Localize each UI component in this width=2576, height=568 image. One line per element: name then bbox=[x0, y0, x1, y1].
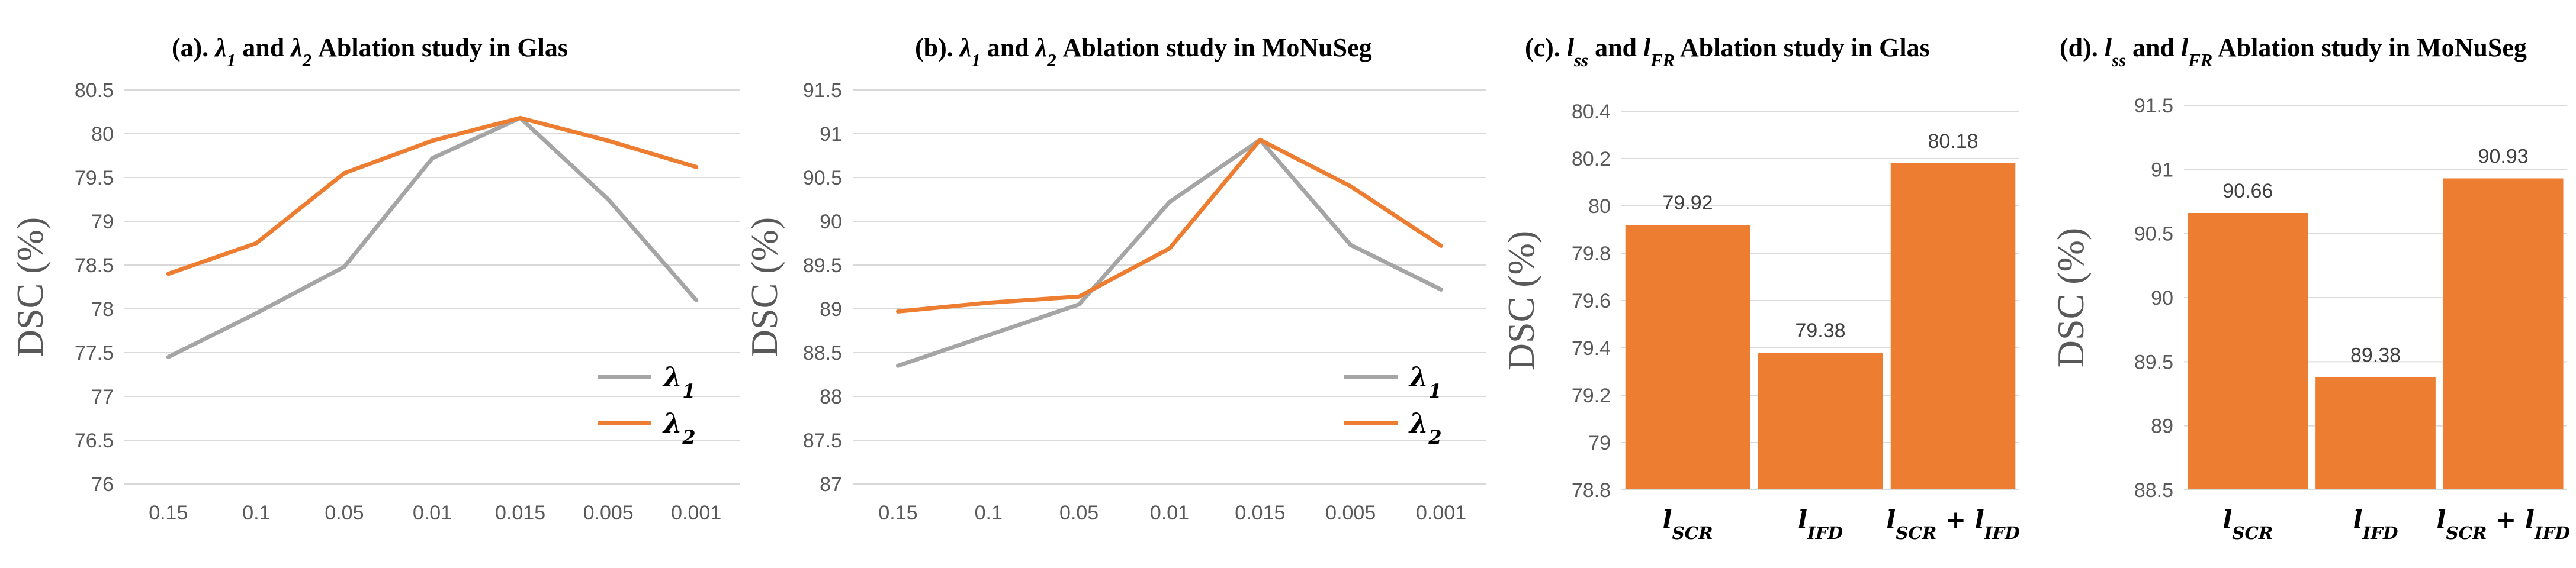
data-label: 90.66 bbox=[2222, 180, 2273, 202]
y-tick-label: 79.4 bbox=[1572, 337, 1611, 360]
x-tick-label: 0.01 bbox=[413, 502, 452, 524]
legend-entry: λ2 bbox=[1408, 407, 1442, 448]
data-label: 89.38 bbox=[2350, 344, 2401, 366]
data-label: 90.93 bbox=[2478, 146, 2529, 168]
bar bbox=[2188, 213, 2308, 490]
chart-title: (b). λ1 and λ2 Ablation study in MoNuSeg bbox=[915, 33, 1372, 70]
x-tick-label: 0.015 bbox=[495, 502, 545, 524]
y-tick-label: 80 bbox=[1588, 195, 1611, 218]
y-tick-label: 91 bbox=[2151, 159, 2173, 181]
x-tick-label: 0.005 bbox=[583, 502, 634, 524]
data-label: 80.18 bbox=[1928, 130, 1978, 153]
x-tick-label: 0.001 bbox=[1416, 502, 1466, 524]
y-tick-label: 89 bbox=[820, 298, 842, 321]
y-tick-label: 80.4 bbox=[1572, 101, 1611, 123]
x-category-label: lSCR + lIFD bbox=[2436, 505, 2570, 543]
series-line-lambda1 bbox=[166, 115, 699, 359]
chart-title: (d). lss and lFR Ablation study in MoNuS… bbox=[2060, 33, 2527, 70]
y-tick-label: 88 bbox=[820, 386, 842, 408]
chart-b: (b). λ1 and λ2 Ablation study in MoNuSeg… bbox=[743, 33, 1486, 524]
y-tick-label: 76.5 bbox=[75, 430, 114, 452]
y-tick-label: 79 bbox=[91, 211, 114, 233]
bar bbox=[1625, 225, 1750, 490]
y-tick-label: 77 bbox=[91, 386, 114, 408]
series-line-lambda2 bbox=[895, 137, 1444, 314]
y-axis-label: DSC (%) bbox=[743, 217, 785, 357]
y-tick-label: 77.5 bbox=[75, 342, 114, 364]
series-line-lambda2 bbox=[166, 115, 699, 276]
x-tick-label: 0.05 bbox=[325, 502, 364, 524]
bar bbox=[1890, 163, 2016, 490]
legend-entry: λ2 bbox=[662, 407, 696, 448]
chart-d: (d). lss and lFR Ablation study in MoNuS… bbox=[2050, 33, 2570, 543]
y-tick-label: 90 bbox=[2151, 287, 2173, 309]
y-axis-label: DSC (%) bbox=[1500, 231, 1542, 370]
y-tick-label: 80.5 bbox=[75, 79, 114, 102]
y-tick-label: 88.5 bbox=[803, 342, 842, 364]
y-tick-label: 76 bbox=[91, 473, 114, 496]
y-tick-label: 89 bbox=[2151, 415, 2173, 438]
x-category-label: lSCR bbox=[1662, 505, 1713, 543]
y-tick-label: 78.8 bbox=[1572, 479, 1611, 502]
y-tick-label: 90.5 bbox=[2134, 223, 2173, 246]
chart-title: (c). lss and lFR Ablation study in Glas bbox=[1525, 33, 1930, 70]
y-axis-label: DSC (%) bbox=[9, 217, 51, 357]
x-tick-label: 0.001 bbox=[671, 502, 721, 524]
y-tick-label: 89.5 bbox=[2134, 351, 2173, 373]
y-tick-label: 79.2 bbox=[1572, 385, 1611, 407]
bar bbox=[2315, 377, 2436, 490]
legend-entry: λ1 bbox=[662, 361, 696, 402]
data-label: 79.38 bbox=[1795, 320, 1845, 342]
x-tick-label: 0.005 bbox=[1325, 502, 1376, 524]
x-tick-label: 0.05 bbox=[1059, 502, 1099, 524]
y-tick-label: 79.6 bbox=[1572, 290, 1611, 312]
y-tick-label: 90 bbox=[820, 211, 842, 233]
x-category-label: lIFD bbox=[1798, 505, 1843, 543]
y-tick-label: 89.5 bbox=[803, 254, 842, 277]
x-tick-label: 0.1 bbox=[975, 502, 1003, 524]
bar bbox=[1758, 353, 1883, 490]
chart-title: (a). λ1 and λ2 Ablation study in Glas bbox=[172, 33, 568, 70]
chart-c: (c). lss and lFR Ablation study in Glas D… bbox=[1500, 33, 2020, 543]
y-tick-label: 79 bbox=[1588, 432, 1611, 454]
x-tick-label: 0.015 bbox=[1235, 502, 1285, 524]
chart-a: (a). λ1 and λ2 Ablation study in Glas DSC… bbox=[9, 33, 740, 524]
x-category-label: lSCR + lIFD bbox=[1886, 505, 2020, 543]
legend-entry: λ1 bbox=[1408, 361, 1442, 402]
y-tick-label: 91.5 bbox=[803, 79, 842, 102]
y-tick-label: 90.5 bbox=[803, 167, 842, 189]
y-tick-label: 87.5 bbox=[803, 430, 842, 452]
x-tick-label: 0.15 bbox=[878, 502, 917, 524]
y-tick-label: 79.8 bbox=[1572, 243, 1611, 265]
bar bbox=[2443, 178, 2564, 490]
y-tick-label: 79.5 bbox=[75, 167, 114, 189]
x-tick-label: 0.1 bbox=[242, 502, 270, 524]
data-label: 79.92 bbox=[1662, 192, 1713, 214]
y-tick-label: 91.5 bbox=[2134, 95, 2173, 117]
series-line-lambda1 bbox=[895, 137, 1444, 368]
x-category-label: lSCR bbox=[2222, 505, 2273, 543]
y-tick-label: 91 bbox=[820, 123, 842, 146]
y-tick-label: 87 bbox=[820, 473, 842, 496]
y-tick-label: 78.5 bbox=[75, 254, 114, 277]
x-tick-label: 0.01 bbox=[1150, 502, 1189, 524]
x-category-label: lIFD bbox=[2353, 505, 2398, 543]
y-tick-label: 80 bbox=[91, 123, 114, 146]
y-tick-label: 80.2 bbox=[1572, 148, 1611, 170]
y-tick-label: 88.5 bbox=[2134, 479, 2173, 502]
y-tick-label: 78 bbox=[91, 298, 114, 321]
y-axis-label: DSC (%) bbox=[2050, 228, 2092, 367]
x-tick-label: 0.15 bbox=[149, 502, 188, 524]
